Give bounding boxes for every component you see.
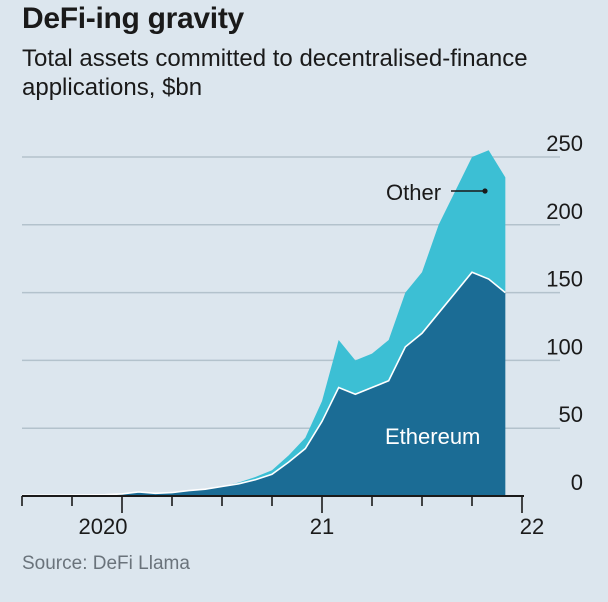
source-note: Source: DeFi Llama xyxy=(22,553,190,574)
chart-subtitle: Total assets committed to decentralised-… xyxy=(22,45,528,101)
y-tick-label: 150 xyxy=(546,267,583,292)
y-tick-label: 50 xyxy=(559,402,583,427)
series-ethereum-line xyxy=(21,271,506,497)
x-tick-label: 22 xyxy=(520,514,544,539)
annotation-other-dot xyxy=(482,188,488,194)
annotation-ethereum: Ethereum xyxy=(385,424,480,449)
x-tick-label: 21 xyxy=(310,514,334,539)
y-tick-label: 100 xyxy=(546,334,583,359)
y-tick-label: 250 xyxy=(546,131,583,156)
y-tick-label: 0 xyxy=(571,470,583,495)
x-tick-label: 2020 xyxy=(79,514,128,539)
series-ethereum-area xyxy=(22,272,506,496)
annotation-other: Other xyxy=(386,180,441,205)
chart-title: DeFi-ing gravity xyxy=(22,2,244,35)
series-other-area xyxy=(22,150,506,496)
y-tick-label: 200 xyxy=(546,199,583,224)
